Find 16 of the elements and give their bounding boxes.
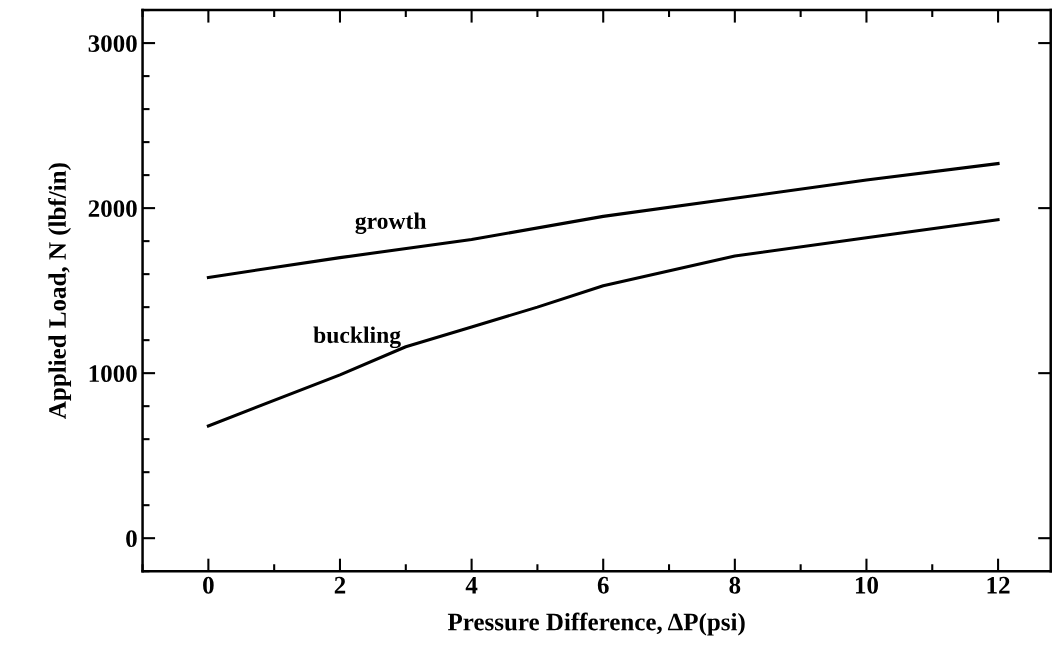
x-tick-label: 6 bbox=[597, 576, 609, 594]
x-tick-label: 8 bbox=[729, 576, 741, 594]
y-tick-label: 0 bbox=[126, 530, 137, 548]
x-tick-label: 2 bbox=[334, 576, 346, 594]
y-axis-title: Applied Load, N (lbf/in) bbox=[48, 163, 72, 419]
x-axis-title: Pressure Difference, ΔP(psi) bbox=[447, 612, 745, 636]
x-tick-label: 0 bbox=[203, 576, 214, 594]
y-tick-label: 2000 bbox=[88, 200, 137, 218]
x-tick-label: 10 bbox=[855, 576, 878, 594]
line-series bbox=[206, 162, 1000, 279]
y-tick-label: 3000 bbox=[88, 35, 137, 53]
x-tick-label: 12 bbox=[987, 576, 1010, 594]
x-tick-label: 4 bbox=[465, 576, 478, 594]
y-tick-label: 1000 bbox=[89, 365, 137, 383]
series-label: buckling bbox=[313, 326, 401, 349]
series-label: growth bbox=[355, 212, 427, 234]
